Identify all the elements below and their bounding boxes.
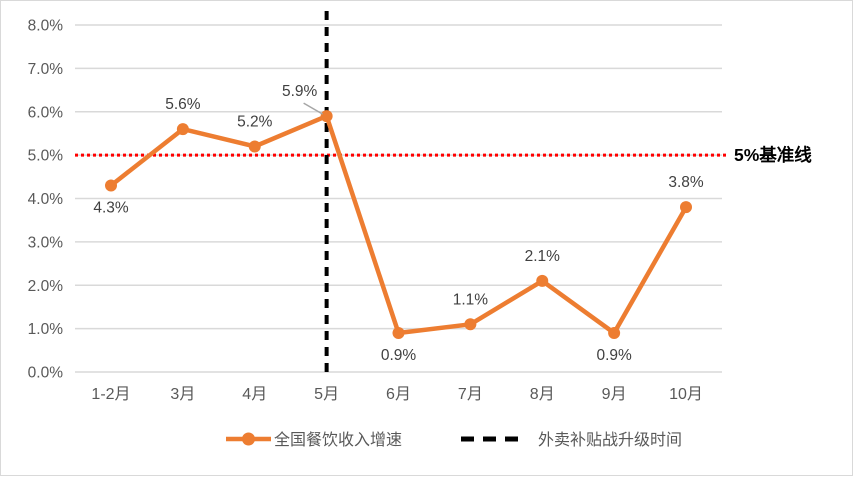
data-point-label: 1.1%	[453, 291, 489, 308]
x-axis-tick-label: 6月	[386, 386, 411, 403]
y-axis-tick-label: 6.0%	[28, 104, 64, 121]
data-point-marker	[392, 326, 405, 339]
data-point-marker	[608, 326, 621, 339]
legend-event-label: 外卖补贴战升级时间	[538, 431, 682, 449]
x-axis-tick-label: 3月	[170, 386, 195, 403]
y-axis-tick-label: 2.0%	[28, 278, 64, 295]
series-line	[108, 113, 689, 336]
x-axis-tick-label: 8月	[530, 386, 555, 403]
x-axis-tick-label: 4月	[242, 386, 267, 403]
callout-leader-line	[303, 102, 324, 115]
data-point-marker	[176, 123, 189, 136]
data-point-label: 5.6%	[165, 96, 201, 113]
data-point-label: 2.1%	[525, 248, 561, 265]
data-point-label: 5.2%	[237, 113, 273, 130]
legend-series-marker-icon	[242, 432, 255, 446]
data-point-label: 0.9%	[381, 347, 417, 364]
x-axis-tick-label: 1-2月	[91, 386, 130, 403]
data-point-marker	[464, 318, 477, 331]
data-point-marker	[105, 179, 117, 192]
data-point-label: 3.8%	[668, 174, 704, 191]
y-axis-tick-label: 7.0%	[28, 61, 64, 78]
y-axis-tick-label: 1.0%	[28, 321, 64, 338]
data-point-label: 0.9%	[596, 347, 632, 364]
legend-series-label: 全国餐饮收入增速	[274, 431, 402, 449]
data-point-marker	[248, 140, 261, 153]
x-axis-tick-label: 5月	[314, 386, 339, 403]
y-axis-tick-label: 8.0%	[28, 18, 64, 35]
data-point-label: 5.9%	[282, 83, 318, 100]
y-axis-tick-label: 5.0%	[28, 148, 64, 165]
x-axis-tick-label: 10月	[669, 386, 703, 403]
data-point-marker	[320, 110, 333, 123]
x-axis-tick-label: 7月	[458, 386, 483, 403]
y-axis-tick-label: 3.0%	[28, 234, 64, 251]
y-axis-tick-label: 4.0%	[28, 191, 64, 208]
y-axis-tick-label: 0.0%	[28, 365, 64, 382]
x-axis-tick-label: 9月	[602, 386, 627, 403]
data-point-marker	[680, 201, 692, 214]
data-point-marker	[536, 274, 549, 287]
baseline-label: 5%基准线	[734, 145, 812, 165]
data-point-label: 4.3%	[93, 199, 129, 216]
